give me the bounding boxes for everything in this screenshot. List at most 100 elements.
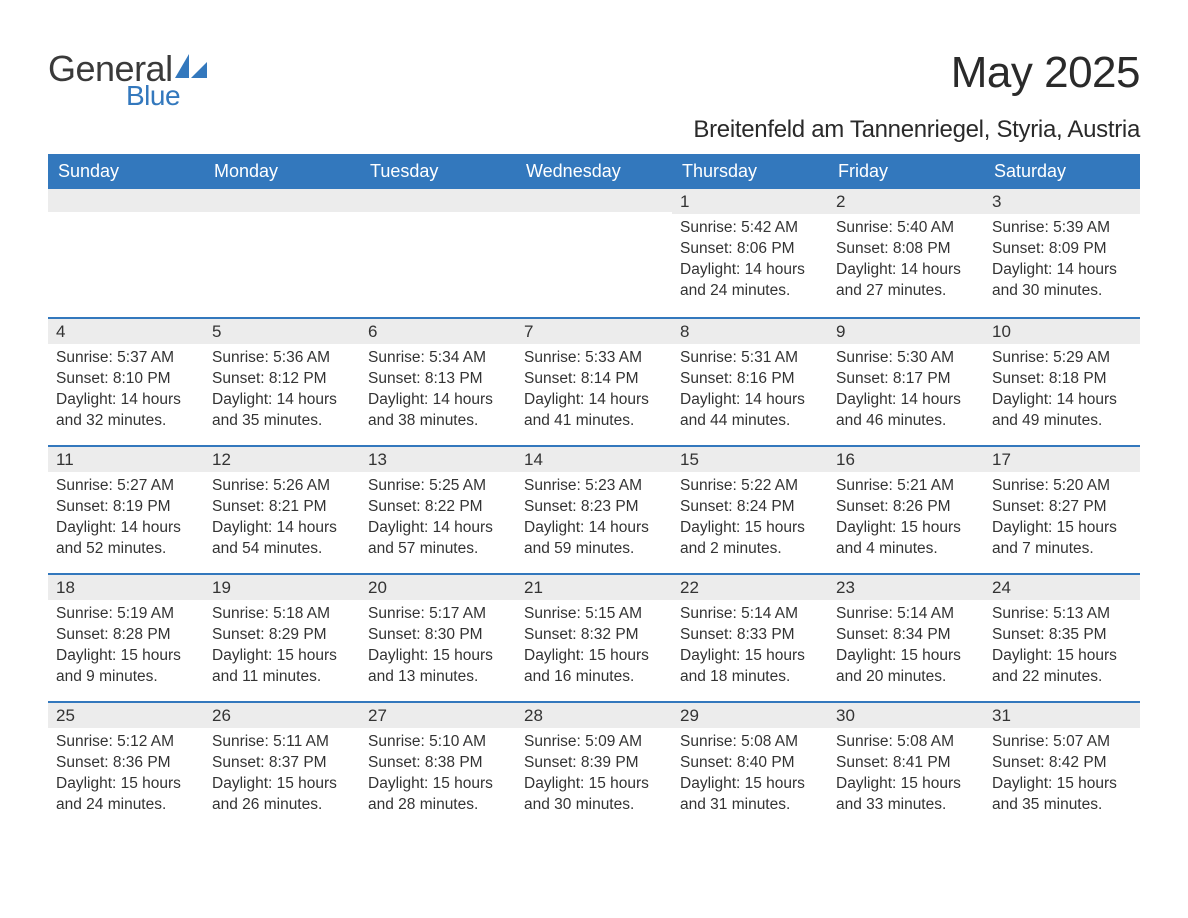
sunrise-line: Sunrise: 5:29 AM [992,348,1132,369]
day-details: Sunrise: 5:25 AMSunset: 8:22 PMDaylight:… [360,472,516,566]
brand-logo: General Blue [48,48,209,112]
sunrise-line: Sunrise: 5:15 AM [524,604,664,625]
sunrise-line: Sunrise: 5:19 AM [56,604,196,625]
calendar-cell: 12Sunrise: 5:26 AMSunset: 8:21 PMDayligh… [204,445,360,573]
day-details: Sunrise: 5:21 AMSunset: 8:26 PMDaylight:… [828,472,984,566]
sunset-line: Sunset: 8:19 PM [56,497,196,518]
month-title: May 2025 [693,48,1140,98]
day-number: 1 [672,189,828,214]
empty-day-header [48,189,204,212]
day-number: 4 [48,317,204,344]
sunrise-line: Sunrise: 5:22 AM [680,476,820,497]
day-number: 25 [48,701,204,728]
calendar-head: SundayMondayTuesdayWednesdayThursdayFrid… [48,154,1140,189]
day-number: 21 [516,573,672,600]
sunset-line: Sunset: 8:36 PM [56,753,196,774]
sunset-line: Sunset: 8:34 PM [836,625,976,646]
calendar-week: 11Sunrise: 5:27 AMSunset: 8:19 PMDayligh… [48,445,1140,573]
day-details: Sunrise: 5:12 AMSunset: 8:36 PMDaylight:… [48,728,204,822]
sunrise-line: Sunrise: 5:40 AM [836,218,976,239]
calendar-cell: 15Sunrise: 5:22 AMSunset: 8:24 PMDayligh… [672,445,828,573]
sunset-line: Sunset: 8:08 PM [836,239,976,260]
sunrise-line: Sunrise: 5:07 AM [992,732,1132,753]
day-details: Sunrise: 5:36 AMSunset: 8:12 PMDaylight:… [204,344,360,438]
sunrise-line: Sunrise: 5:39 AM [992,218,1132,239]
sunset-line: Sunset: 8:42 PM [992,753,1132,774]
day-number: 26 [204,701,360,728]
calendar-cell: 24Sunrise: 5:13 AMSunset: 8:35 PMDayligh… [984,573,1140,701]
sunset-line: Sunset: 8:22 PM [368,497,508,518]
day-number: 15 [672,445,828,472]
calendar-cell: 31Sunrise: 5:07 AMSunset: 8:42 PMDayligh… [984,701,1140,829]
day-details: Sunrise: 5:23 AMSunset: 8:23 PMDaylight:… [516,472,672,566]
sunrise-line: Sunrise: 5:33 AM [524,348,664,369]
sunrise-line: Sunrise: 5:12 AM [56,732,196,753]
page-header: General Blue May 2025 Breitenfeld am Tan… [48,48,1140,144]
sunrise-line: Sunrise: 5:20 AM [992,476,1132,497]
daylight-line: Daylight: 15 hours and 7 minutes. [992,518,1132,560]
calendar-week: 25Sunrise: 5:12 AMSunset: 8:36 PMDayligh… [48,701,1140,829]
sunset-line: Sunset: 8:21 PM [212,497,352,518]
daylight-line: Daylight: 14 hours and 32 minutes. [56,390,196,432]
daylight-line: Daylight: 14 hours and 44 minutes. [680,390,820,432]
calendar-cell: 10Sunrise: 5:29 AMSunset: 8:18 PMDayligh… [984,317,1140,445]
sunset-line: Sunset: 8:37 PM [212,753,352,774]
day-details: Sunrise: 5:33 AMSunset: 8:14 PMDaylight:… [516,344,672,438]
sunset-line: Sunset: 8:26 PM [836,497,976,518]
day-details: Sunrise: 5:15 AMSunset: 8:32 PMDaylight:… [516,600,672,694]
day-details: Sunrise: 5:29 AMSunset: 8:18 PMDaylight:… [984,344,1140,438]
day-details: Sunrise: 5:37 AMSunset: 8:10 PMDaylight:… [48,344,204,438]
sunrise-line: Sunrise: 5:23 AM [524,476,664,497]
day-number: 27 [360,701,516,728]
daylight-line: Daylight: 14 hours and 27 minutes. [836,260,976,302]
sunrise-line: Sunrise: 5:14 AM [836,604,976,625]
day-details: Sunrise: 5:40 AMSunset: 8:08 PMDaylight:… [828,214,984,308]
calendar-cell: 14Sunrise: 5:23 AMSunset: 8:23 PMDayligh… [516,445,672,573]
day-number: 22 [672,573,828,600]
day-number: 19 [204,573,360,600]
logo-text-blue: Blue [126,80,209,112]
day-details: Sunrise: 5:30 AMSunset: 8:17 PMDaylight:… [828,344,984,438]
calendar-cell: 23Sunrise: 5:14 AMSunset: 8:34 PMDayligh… [828,573,984,701]
sunrise-line: Sunrise: 5:25 AM [368,476,508,497]
sunrise-line: Sunrise: 5:30 AM [836,348,976,369]
daylight-line: Daylight: 15 hours and 4 minutes. [836,518,976,560]
sunset-line: Sunset: 8:27 PM [992,497,1132,518]
calendar-cell: 9Sunrise: 5:30 AMSunset: 8:17 PMDaylight… [828,317,984,445]
calendar-cell: 30Sunrise: 5:08 AMSunset: 8:41 PMDayligh… [828,701,984,829]
daylight-line: Daylight: 14 hours and 57 minutes. [368,518,508,560]
day-number: 5 [204,317,360,344]
daylight-line: Daylight: 14 hours and 52 minutes. [56,518,196,560]
calendar-cell: 11Sunrise: 5:27 AMSunset: 8:19 PMDayligh… [48,445,204,573]
sunset-line: Sunset: 8:30 PM [368,625,508,646]
sunrise-line: Sunrise: 5:10 AM [368,732,508,753]
sunset-line: Sunset: 8:13 PM [368,369,508,390]
calendar-cell: 3Sunrise: 5:39 AMSunset: 8:09 PMDaylight… [984,189,1140,317]
calendar-cell: 5Sunrise: 5:36 AMSunset: 8:12 PMDaylight… [204,317,360,445]
calendar-cell: 19Sunrise: 5:18 AMSunset: 8:29 PMDayligh… [204,573,360,701]
calendar-cell: 21Sunrise: 5:15 AMSunset: 8:32 PMDayligh… [516,573,672,701]
sunset-line: Sunset: 8:35 PM [992,625,1132,646]
calendar-cell: 17Sunrise: 5:20 AMSunset: 8:27 PMDayligh… [984,445,1140,573]
daylight-line: Daylight: 15 hours and 35 minutes. [992,774,1132,816]
day-details: Sunrise: 5:39 AMSunset: 8:09 PMDaylight:… [984,214,1140,308]
day-details: Sunrise: 5:10 AMSunset: 8:38 PMDaylight:… [360,728,516,822]
day-details: Sunrise: 5:11 AMSunset: 8:37 PMDaylight:… [204,728,360,822]
day-number: 13 [360,445,516,472]
sunrise-line: Sunrise: 5:42 AM [680,218,820,239]
daylight-line: Daylight: 15 hours and 9 minutes. [56,646,196,688]
sunrise-line: Sunrise: 5:17 AM [368,604,508,625]
daylight-line: Daylight: 14 hours and 49 minutes. [992,390,1132,432]
location-subtitle: Breitenfeld am Tannenriegel, Styria, Aus… [693,116,1140,144]
sunrise-line: Sunrise: 5:18 AM [212,604,352,625]
daylight-line: Daylight: 15 hours and 22 minutes. [992,646,1132,688]
calendar-cell: 2Sunrise: 5:40 AMSunset: 8:08 PMDaylight… [828,189,984,317]
sunset-line: Sunset: 8:29 PM [212,625,352,646]
daylight-line: Daylight: 15 hours and 24 minutes. [56,774,196,816]
calendar-cell: 22Sunrise: 5:14 AMSunset: 8:33 PMDayligh… [672,573,828,701]
weekday-header: Saturday [984,154,1140,189]
sunset-line: Sunset: 8:09 PM [992,239,1132,260]
sunrise-line: Sunrise: 5:09 AM [524,732,664,753]
calendar-cell: 13Sunrise: 5:25 AMSunset: 8:22 PMDayligh… [360,445,516,573]
daylight-line: Daylight: 15 hours and 2 minutes. [680,518,820,560]
